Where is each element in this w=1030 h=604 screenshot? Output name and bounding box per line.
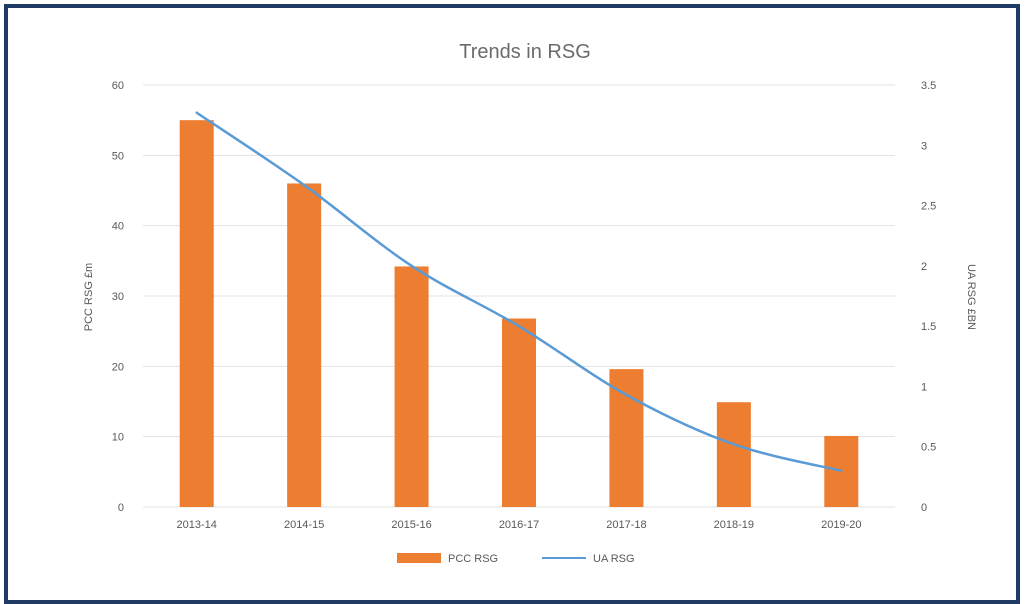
y2-tick-label: 0 [921, 502, 927, 514]
x-tick-label: 2015-16 [391, 519, 431, 531]
y-axis-label: PCC RSG £m [83, 263, 95, 331]
bar [609, 369, 643, 507]
x-axis-ticks: 2013-14 2014-15 2015-16 2016-17 2017-18 2018-… [177, 519, 862, 531]
bar [502, 319, 536, 507]
y-tick-label: 0 [118, 502, 124, 514]
bar-series [180, 120, 859, 507]
y2-tick-label: 3 [921, 140, 927, 152]
y-tick-label: 30 [112, 291, 124, 303]
chart-title: Trends in RSG [459, 41, 591, 63]
y-tick-label: 60 [112, 80, 124, 92]
right-axis-ticks: 0 0.5 1 1.5 2 2.5 3 3.5 [921, 80, 936, 514]
x-tick-label: 2017-18 [606, 519, 646, 531]
x-tick-label: 2014-15 [284, 519, 324, 531]
y2-tick-label: 1.5 [921, 321, 936, 333]
x-tick-label: 2019-20 [821, 519, 861, 531]
y-tick-label: 10 [112, 432, 124, 444]
bar [287, 183, 321, 507]
x-tick-label: 2016-17 [499, 519, 539, 531]
y2-tick-label: 2 [921, 261, 927, 273]
y2-tick-label: 3.5 [921, 80, 936, 92]
y2-tick-label: 1 [921, 381, 927, 393]
bar [395, 266, 429, 507]
bar [180, 120, 214, 507]
y2-tick-label: 2.5 [921, 201, 936, 213]
legend: PCC RSG UA RSG [397, 553, 635, 565]
y-tick-label: 40 [112, 221, 124, 233]
legend-label-bar: PCC RSG [448, 553, 498, 565]
bar [717, 402, 751, 507]
x-tick-label: 2018-19 [714, 519, 754, 531]
y-tick-label: 20 [112, 361, 124, 373]
left-axis-ticks: 0 10 20 30 40 50 60 [112, 80, 124, 514]
y2-tick-label: 0.5 [921, 442, 936, 454]
legend-label-line: UA RSG [593, 553, 635, 565]
y2-axis-label: UA RSG £BN [965, 264, 977, 330]
x-tick-label: 2013-14 [177, 519, 217, 531]
legend-swatch-bar [397, 553, 441, 563]
y-tick-label: 50 [112, 150, 124, 162]
